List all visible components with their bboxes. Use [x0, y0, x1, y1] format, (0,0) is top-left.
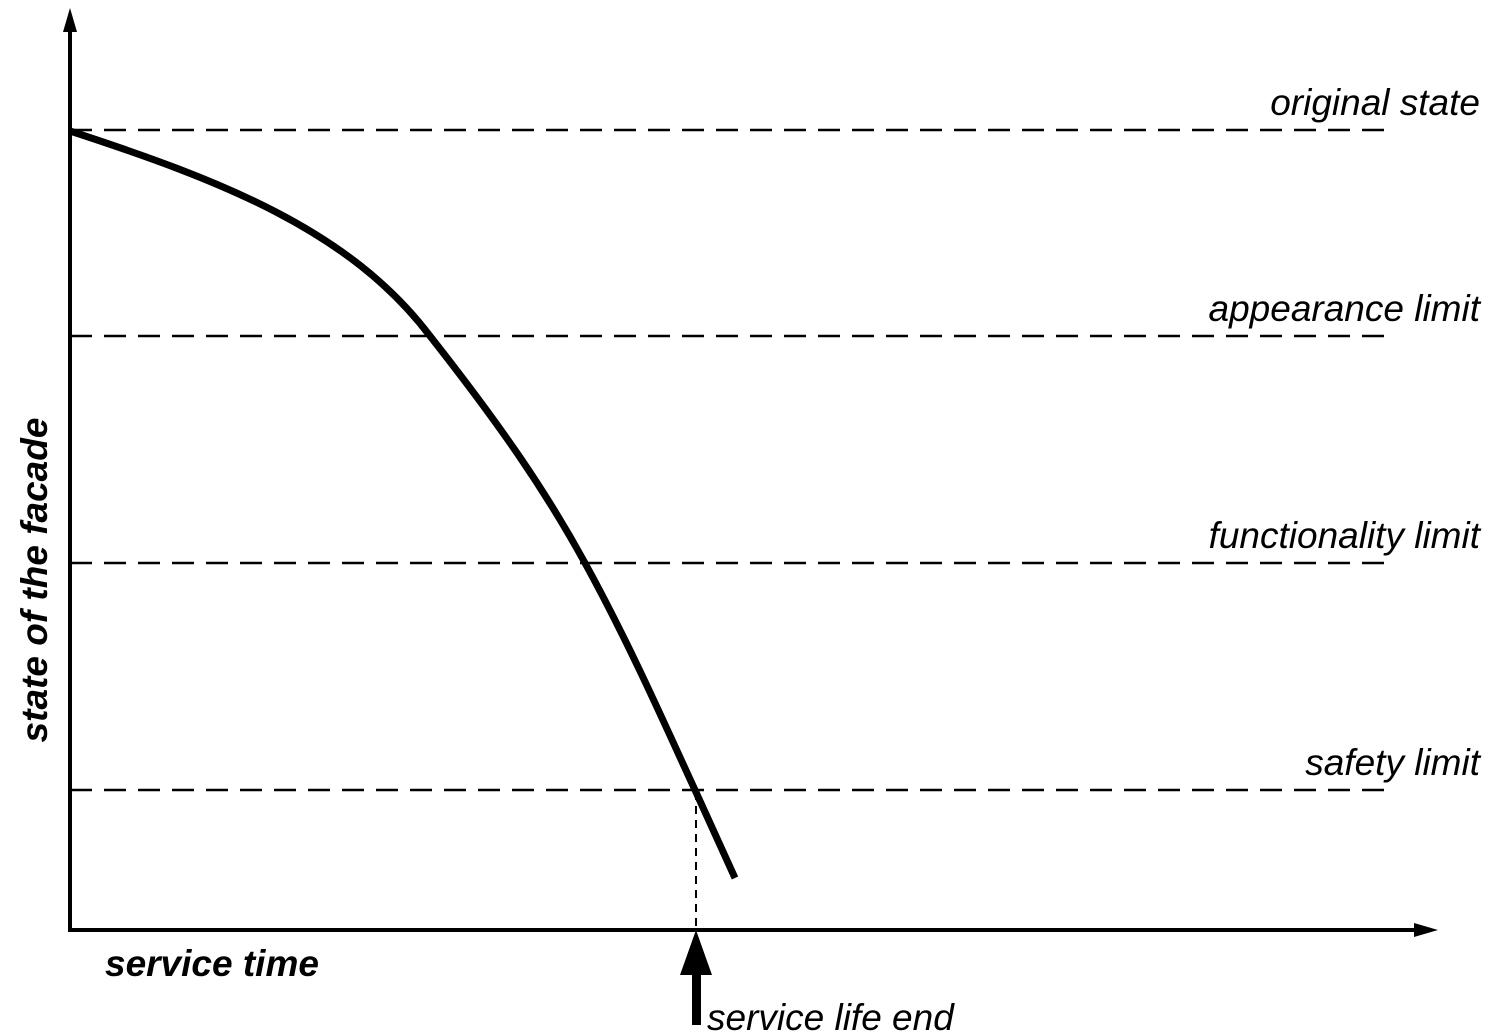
marker-arrow-shaft: [692, 970, 701, 1025]
limit-label: appearance limit: [1209, 288, 1482, 329]
x-axis-label: service time: [105, 943, 319, 984]
y-axis-arrow: [63, 8, 77, 32]
y-axis-label: state of the facade: [14, 418, 55, 743]
limit-label: functionality limit: [1209, 515, 1482, 556]
marker-arrow-head: [680, 930, 712, 975]
x-axis-arrow: [1414, 923, 1438, 937]
limit-label: original state: [1270, 82, 1480, 123]
limit-label: safety limit: [1305, 742, 1481, 783]
marker-label: service life end: [707, 997, 955, 1036]
degradation-curve: [68, 127, 739, 880]
